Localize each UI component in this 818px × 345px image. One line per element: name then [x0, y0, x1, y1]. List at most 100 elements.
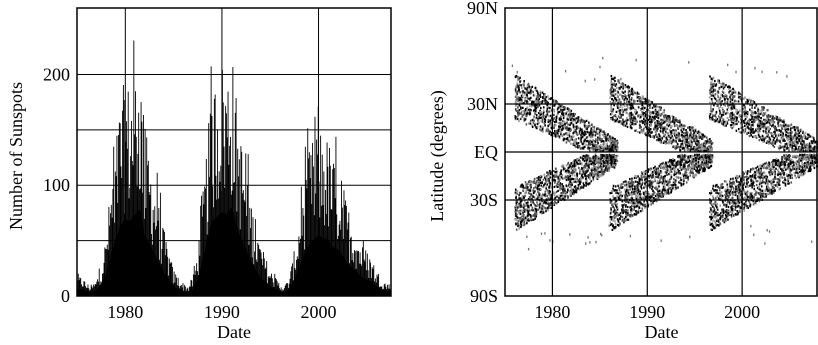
sunspot-point	[596, 148, 599, 152]
sunspot-point	[711, 154, 714, 157]
sunspot-point	[695, 148, 697, 151]
sunspot-point	[667, 184, 670, 187]
sunspot-point	[549, 169, 551, 173]
sunspot-point	[550, 185, 552, 188]
sunspot-point	[549, 206, 551, 209]
sunspot-point	[585, 161, 588, 164]
sunspot-point	[689, 162, 692, 165]
sunspot-point	[527, 204, 530, 207]
sunspot-point	[613, 202, 616, 205]
sunspot-point	[596, 173, 599, 176]
sunspot-point	[526, 107, 529, 110]
sunspot-point	[665, 180, 668, 183]
sunspot-point	[557, 133, 559, 136]
sunspot-point	[522, 215, 525, 218]
sunspot-point	[611, 161, 613, 165]
sunspot-point	[648, 195, 651, 198]
sunspot-point	[615, 119, 618, 122]
sunspot-point	[660, 112, 663, 116]
sunspot-point	[525, 202, 528, 205]
sunspot-point	[574, 180, 577, 183]
sunspot-point	[600, 167, 603, 171]
sunspot-point	[644, 205, 647, 208]
sunspot-point	[649, 115, 651, 118]
sunspot-point	[610, 137, 613, 141]
sunspot-point	[570, 189, 572, 192]
sunspot-point	[588, 140, 590, 143]
sunspot-point	[572, 165, 574, 168]
sunspot-point	[639, 131, 641, 134]
sunspot-point	[516, 100, 519, 103]
sunspot-point	[613, 209, 616, 212]
sunspot-point	[590, 173, 593, 176]
left-bars	[76, 40, 391, 296]
sunspot-point	[696, 143, 698, 146]
sunspot-point	[651, 106, 654, 109]
sunspot-point	[532, 195, 534, 198]
sunspot-point	[579, 121, 582, 124]
sunspot-point	[663, 178, 666, 181]
sunspot-point	[633, 99, 635, 102]
sunspot-point	[566, 110, 568, 113]
sunspot-point	[648, 184, 650, 187]
sunspot-point	[653, 115, 656, 118]
sunspot-point	[537, 104, 540, 107]
sunspot-point	[575, 138, 577, 141]
sunspot-point	[699, 155, 702, 158]
sunspot-point	[664, 189, 667, 192]
sunspot-point	[612, 195, 614, 198]
sunspot-point	[615, 145, 618, 148]
sunspot-point	[539, 211, 542, 214]
sunspot-point	[536, 125, 539, 128]
sunspot-point	[615, 191, 617, 194]
sunspot-point	[610, 200, 613, 203]
sunspot-point	[586, 170, 588, 173]
sunspot-point	[539, 174, 542, 178]
sunspot-point	[574, 159, 576, 162]
sunspot-point	[677, 168, 679, 171]
sunspot-point	[626, 106, 629, 109]
sunspot-point	[575, 191, 578, 194]
sunspot-point	[661, 192, 664, 196]
sunspot-point	[701, 143, 704, 146]
sunspot-point	[632, 89, 635, 93]
sunspot-point	[516, 79, 519, 82]
sunspot-point	[577, 145, 580, 148]
sunspot-point	[616, 146, 619, 149]
sunspot-point	[591, 158, 594, 161]
sunspot-point	[711, 156, 714, 159]
sunspot-point	[607, 150, 609, 153]
sunspot-point	[651, 115, 654, 119]
sunspot-point	[680, 184, 683, 187]
sunspot-point	[515, 222, 517, 225]
sunspot-point	[526, 109, 529, 113]
sunspot-point	[619, 105, 622, 109]
sunspot-point	[594, 134, 597, 137]
sunspot-point	[520, 117, 523, 120]
sunspot-point	[567, 188, 569, 192]
sunspot-point	[540, 175, 543, 178]
sunspot-point	[682, 135, 685, 138]
sunspot-point	[537, 191, 540, 194]
sunspot-point	[604, 133, 607, 137]
sunspot-point	[600, 140, 603, 143]
sunspot-point	[623, 193, 626, 197]
sunspot-point	[542, 206, 545, 209]
sunspot-point	[684, 165, 687, 168]
sunspot-point	[539, 203, 541, 206]
sunspot-point	[567, 133, 569, 137]
sunspot-point	[673, 159, 676, 162]
sunspot-point	[550, 201, 553, 204]
sunspot-point	[589, 172, 591, 175]
sunspot-point	[531, 124, 533, 127]
sunspot-point	[627, 201, 630, 204]
sunspot-point	[540, 129, 543, 132]
sunspot-point	[684, 173, 687, 176]
sunspot-point	[644, 180, 647, 183]
sunspot-point	[550, 170, 553, 173]
sunspot-point	[668, 135, 671, 138]
sunspot-point	[533, 202, 535, 205]
sunspot-point	[671, 167, 674, 170]
sunspot-point	[549, 106, 551, 110]
sunspot-point	[605, 161, 607, 164]
